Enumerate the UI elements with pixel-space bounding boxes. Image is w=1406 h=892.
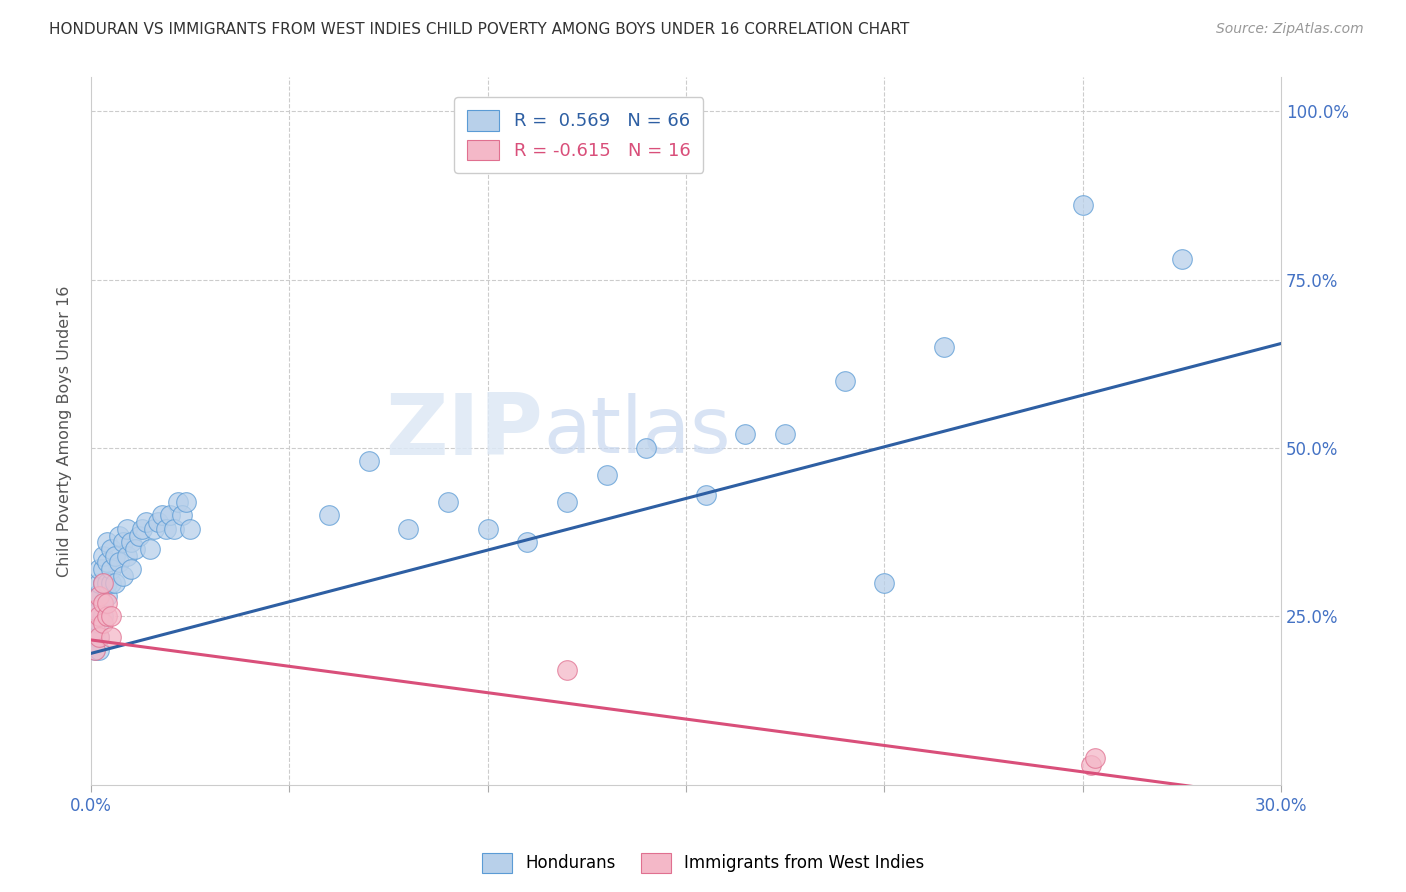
Legend: R =  0.569   N = 66, R = -0.615   N = 16: R = 0.569 N = 66, R = -0.615 N = 16 xyxy=(454,97,703,173)
Point xyxy=(148,515,170,529)
Point xyxy=(120,535,142,549)
Point xyxy=(734,427,756,442)
Point xyxy=(695,488,717,502)
Point xyxy=(120,562,142,576)
Point xyxy=(437,495,460,509)
Point xyxy=(87,630,110,644)
Point xyxy=(83,602,105,616)
Point xyxy=(96,556,118,570)
Point xyxy=(91,562,114,576)
Point xyxy=(1083,751,1105,765)
Point xyxy=(87,589,110,603)
Text: HONDURAN VS IMMIGRANTS FROM WEST INDIES CHILD POVERTY AMONG BOYS UNDER 16 CORREL: HONDURAN VS IMMIGRANTS FROM WEST INDIES … xyxy=(49,22,910,37)
Point xyxy=(87,616,110,631)
Point xyxy=(91,575,114,590)
Point xyxy=(104,575,127,590)
Text: Source: ZipAtlas.com: Source: ZipAtlas.com xyxy=(1216,22,1364,37)
Point xyxy=(100,630,122,644)
Point xyxy=(124,541,146,556)
Point xyxy=(83,623,105,637)
Y-axis label: Child Poverty Among Boys Under 16: Child Poverty Among Boys Under 16 xyxy=(58,285,72,577)
Point xyxy=(873,575,896,590)
Point xyxy=(87,589,110,603)
Point xyxy=(159,508,181,523)
Text: atlas: atlas xyxy=(543,393,731,469)
Point xyxy=(91,549,114,563)
Point xyxy=(396,522,419,536)
Point xyxy=(87,575,110,590)
Point xyxy=(83,643,105,657)
Point xyxy=(107,556,129,570)
Point xyxy=(179,522,201,536)
Point xyxy=(135,515,157,529)
Point xyxy=(111,569,134,583)
Point xyxy=(100,575,122,590)
Point xyxy=(516,535,538,549)
Point xyxy=(143,522,166,536)
Point xyxy=(100,609,122,624)
Point xyxy=(87,609,110,624)
Point xyxy=(107,528,129,542)
Point xyxy=(115,549,138,563)
Point xyxy=(83,589,105,603)
Point xyxy=(111,535,134,549)
Point xyxy=(83,602,105,616)
Point xyxy=(104,549,127,563)
Point xyxy=(87,562,110,576)
Point xyxy=(83,630,105,644)
Point xyxy=(87,630,110,644)
Point xyxy=(932,340,955,354)
Point xyxy=(477,522,499,536)
Point xyxy=(100,562,122,576)
Point xyxy=(87,643,110,657)
Point xyxy=(91,596,114,610)
Point xyxy=(595,467,617,482)
Point xyxy=(100,541,122,556)
Point xyxy=(96,609,118,624)
Point xyxy=(174,495,197,509)
Point xyxy=(91,609,114,624)
Point xyxy=(636,441,658,455)
Point xyxy=(115,522,138,536)
Legend: Hondurans, Immigrants from West Indies: Hondurans, Immigrants from West Indies xyxy=(475,847,931,880)
Point xyxy=(357,454,380,468)
Point xyxy=(139,541,162,556)
Point xyxy=(172,508,194,523)
Point xyxy=(131,522,153,536)
Point xyxy=(167,495,190,509)
Point xyxy=(318,508,340,523)
Point xyxy=(155,522,177,536)
Point xyxy=(150,508,173,523)
Point xyxy=(555,663,578,677)
Point xyxy=(1071,198,1094,212)
Point xyxy=(91,616,114,631)
Point xyxy=(555,495,578,509)
Point xyxy=(1171,252,1194,267)
Point xyxy=(83,616,105,631)
Text: ZIP: ZIP xyxy=(385,390,543,473)
Point xyxy=(1080,757,1102,772)
Point xyxy=(163,522,186,536)
Point xyxy=(773,427,796,442)
Point xyxy=(128,528,150,542)
Point xyxy=(91,575,114,590)
Point xyxy=(83,643,105,657)
Point xyxy=(96,575,118,590)
Point xyxy=(91,596,114,610)
Point xyxy=(87,602,110,616)
Point xyxy=(834,374,856,388)
Point xyxy=(96,596,118,610)
Point xyxy=(96,535,118,549)
Point xyxy=(96,589,118,603)
